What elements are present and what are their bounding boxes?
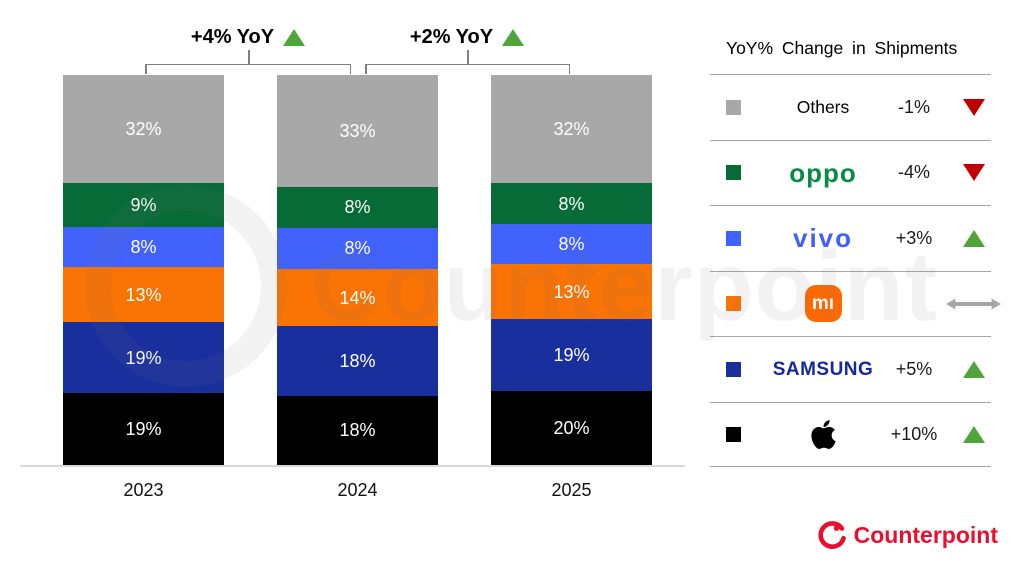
- bracket-stub: [467, 50, 469, 65]
- bar-2023: 32% 9% 8% 13% 19% 19%: [63, 75, 224, 465]
- segment-value-label: 8%: [344, 197, 371, 218]
- up-triangle-icon: [962, 360, 985, 378]
- bar-segment-others-2025: 32%: [491, 75, 652, 184]
- bracket-2024-2025: [365, 64, 570, 75]
- oppo-swatch: [726, 165, 741, 181]
- legend-row-vivo: vivo +3%: [710, 205, 991, 271]
- bar-2024: 33% 8% 8% 14% 18% 18%: [277, 75, 438, 465]
- segment-value-label: 9%: [130, 194, 157, 215]
- segment-value-label: 8%: [558, 234, 585, 255]
- bar-segment-oppo-2024: 8%: [277, 187, 438, 228]
- segment-value-label: 32%: [125, 119, 162, 140]
- apple-swatch: [726, 426, 741, 442]
- mi-logo-glyph: mı: [811, 292, 835, 314]
- yoy-annotation-label: +2% YoY: [409, 26, 494, 48]
- oppo-logo: oppo: [789, 157, 857, 188]
- segment-value-label: 8%: [344, 238, 371, 259]
- segment-value-label: 18%: [339, 351, 376, 372]
- legend-rows: Others -1% oppo -4% vivo +3%: [710, 74, 1001, 467]
- bar-segment-vivo-2023: 8%: [63, 226, 224, 268]
- segment-value-label: 13%: [125, 284, 162, 305]
- yoy-annotation-label: +4% YoY: [190, 26, 275, 48]
- samsung-change: +5%: [895, 358, 933, 379]
- bracket-stub: [248, 50, 250, 65]
- segment-value-label: 14%: [339, 287, 376, 308]
- segment-value-label: 18%: [339, 420, 376, 441]
- xiaomi-swatch: [726, 296, 741, 312]
- x-tick-2023: 2023: [123, 480, 164, 500]
- bar-segment-apple-2023: 19%: [63, 393, 224, 465]
- segment-value-label: 33%: [339, 121, 376, 141]
- bar-segment-xiaomi-2023: 13%: [63, 267, 224, 322]
- segment-value-label: 32%: [553, 119, 590, 140]
- bar-segment-samsung-2023: 19%: [63, 321, 224, 394]
- bar-segment-xiaomi-2025: 13%: [491, 264, 652, 320]
- up-triangle-icon: [962, 229, 985, 247]
- segment-value-label: 19%: [125, 347, 162, 368]
- bar-segment-samsung-2024: 18%: [277, 326, 438, 396]
- bar-segment-samsung-2025: 19%: [491, 319, 652, 391]
- segment-value-label: 8%: [130, 236, 157, 257]
- down-triangle-icon: [962, 164, 985, 182]
- oppo-change: -4%: [897, 162, 930, 183]
- legend-title: YoY% Change in Shipments: [726, 38, 958, 58]
- samsung-logo: SAMSUNG: [772, 358, 874, 380]
- bar-segment-vivo-2024: 8%: [277, 227, 438, 269]
- bar-2025: 32% 8% 8% 13% 19% 20%: [491, 75, 652, 465]
- legend-row-samsung: SAMSUNG +5%: [710, 336, 991, 402]
- segment-value-label: 19%: [125, 419, 162, 440]
- counterpoint-wordmark: Counterpoint: [853, 522, 998, 548]
- others-change: -1%: [897, 96, 930, 117]
- legend-row-xiaomi: mı: [710, 270, 1001, 337]
- segment-value-label: 8%: [558, 193, 585, 214]
- yoy-annotation-2023-2024: +4% YoY: [138, 26, 358, 49]
- up-triangle-icon: [283, 29, 306, 46]
- flat-arrow-icon: [946, 295, 1001, 313]
- counterpoint-logo: Counterpoint: [816, 520, 998, 551]
- segment-value-label: 19%: [553, 344, 590, 365]
- vivo-logo: vivo: [792, 223, 854, 254]
- down-triangle-icon: [962, 98, 985, 116]
- bar-segment-apple-2024: 18%: [277, 395, 438, 465]
- bracket-2023-2024: [145, 64, 351, 75]
- bar-segment-vivo-2025: 8%: [491, 223, 652, 265]
- apple-change: +10%: [890, 423, 938, 444]
- vivo-change: +3%: [895, 227, 933, 248]
- legend-row-apple: +10%: [710, 401, 991, 467]
- vivo-swatch: [726, 230, 741, 246]
- bar-segment-others-2024: 33%: [277, 75, 438, 187]
- x-tick-2025: 2025: [551, 480, 592, 500]
- stacked-bar-chart: 32% 9% 8% 13% 19% 19% 33% 8% 8% 14% 18% 18% 32% 8% 8% 1…: [0, 75, 700, 465]
- segment-value-label: 20%: [553, 417, 590, 438]
- x-axis-line: [20, 465, 685, 467]
- bar-segment-oppo-2025: 8%: [491, 183, 652, 224]
- up-triangle-icon: [502, 29, 525, 46]
- bar-segment-oppo-2023: 9%: [63, 183, 224, 227]
- others-swatch: [726, 99, 741, 115]
- bar-segment-others-2023: 32%: [63, 75, 224, 184]
- yoy-annotation-2024-2025: +2% YoY: [357, 26, 577, 49]
- counterpoint-ring-icon: [818, 521, 846, 549]
- others-label: Others: [796, 96, 850, 117]
- samsung-swatch: [726, 361, 741, 377]
- bar-segment-xiaomi-2024: 14%: [277, 268, 438, 327]
- apple-logo-icon: [764, 418, 882, 451]
- xiaomi-mi-logo: mı: [804, 285, 842, 323]
- up-triangle-icon: [962, 425, 985, 443]
- segment-value-label: 13%: [553, 281, 590, 302]
- x-tick-2024: 2024: [337, 480, 378, 500]
- legend-row-oppo: oppo -4%: [710, 139, 991, 206]
- bar-segment-apple-2025: 20%: [491, 390, 652, 465]
- legend-row-others: Others -1%: [710, 74, 991, 140]
